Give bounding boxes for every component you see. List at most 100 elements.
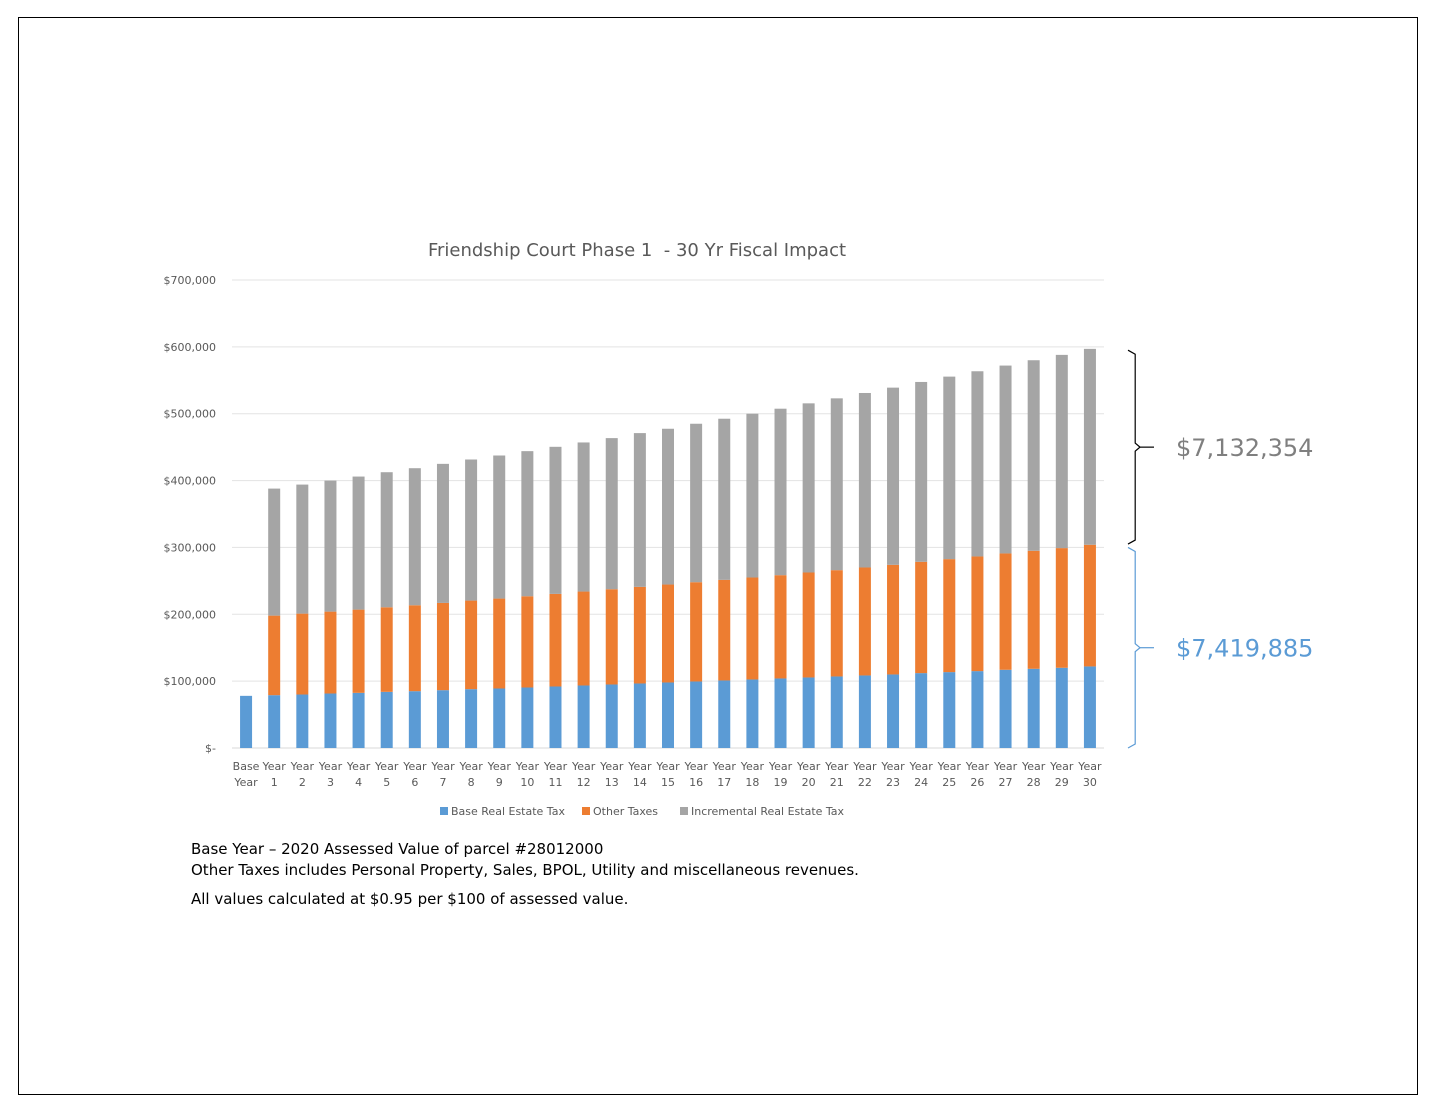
x-tick-label: 7 bbox=[439, 776, 446, 789]
bar-incremental-real-estate-tax bbox=[436, 463, 449, 603]
bar-base-real-estate-tax bbox=[943, 672, 956, 748]
bar-incremental-real-estate-tax bbox=[1083, 348, 1096, 545]
bar-other-taxes bbox=[605, 589, 618, 685]
x-axis: BaseYearYear1Year2Year3Year4Year5Year6Ye… bbox=[233, 760, 1102, 789]
bar-incremental-real-estate-tax bbox=[408, 468, 421, 606]
footnotes: Base Year – 2020 Assessed Value of parce… bbox=[191, 839, 859, 910]
x-tick-label: Year bbox=[346, 760, 371, 773]
bar-base-real-estate-tax bbox=[324, 693, 337, 748]
x-tick-label: 4 bbox=[355, 776, 362, 789]
bar-incremental-real-estate-tax bbox=[915, 381, 928, 562]
bar-other-taxes bbox=[296, 613, 309, 695]
bar-base-real-estate-tax bbox=[408, 691, 421, 748]
x-tick-label: Year bbox=[402, 760, 427, 773]
x-tick-label: Year bbox=[683, 760, 708, 773]
annotations: $7,132,354 $7,419,885 bbox=[1127, 349, 1313, 749]
x-tick-label: 20 bbox=[802, 776, 816, 789]
bar-base-real-estate-tax bbox=[436, 690, 449, 748]
bar-base-real-estate-tax bbox=[999, 669, 1012, 748]
bar-incremental-real-estate-tax bbox=[1055, 354, 1068, 549]
x-tick-label: Year bbox=[290, 760, 315, 773]
bar-other-taxes bbox=[436, 602, 449, 691]
bar-base-real-estate-tax bbox=[662, 682, 674, 748]
bar-base-real-estate-tax bbox=[1055, 667, 1068, 748]
x-tick-label: Year bbox=[430, 760, 455, 773]
annotation-total: $7,419,885 bbox=[1176, 635, 1313, 663]
note-tax-rate: All values calculated at $0.95 per $100 … bbox=[191, 890, 629, 908]
bar-other-taxes bbox=[830, 570, 843, 677]
bar-incremental-real-estate-tax bbox=[690, 423, 703, 583]
x-tick-label: Year bbox=[571, 760, 596, 773]
page-frame bbox=[18, 17, 1418, 1095]
x-tick-label: 10 bbox=[520, 776, 534, 789]
legend-label: Incremental Real Estate Tax bbox=[691, 805, 845, 818]
x-tick-label: 28 bbox=[1027, 776, 1041, 789]
y-tick-label: $700,000 bbox=[164, 274, 217, 287]
x-tick-label: Year bbox=[768, 760, 793, 773]
bar-incremental-real-estate-tax bbox=[521, 451, 534, 597]
x-tick-label: Year bbox=[712, 760, 737, 773]
bar-base-real-estate-tax bbox=[633, 683, 646, 748]
legend-label: Other Taxes bbox=[593, 805, 658, 818]
bar-incremental-real-estate-tax bbox=[858, 392, 871, 568]
x-tick-label: 21 bbox=[830, 776, 844, 789]
legend-item: Other Taxes bbox=[582, 805, 658, 818]
x-tick-label: Year bbox=[318, 760, 343, 773]
bar-other-taxes bbox=[690, 582, 703, 682]
bar-base-real-estate-tax bbox=[493, 688, 506, 748]
note-other-taxes: Other Taxes includes Personal Property, … bbox=[191, 861, 859, 879]
x-tick-label: 15 bbox=[661, 776, 675, 789]
bar-base-real-estate-tax bbox=[268, 695, 281, 748]
x-tick-label: Year bbox=[796, 760, 821, 773]
y-tick-label: $- bbox=[205, 742, 216, 755]
x-tick-label: 9 bbox=[496, 776, 503, 789]
bar-other-taxes bbox=[774, 575, 787, 679]
bar-other-taxes bbox=[915, 561, 928, 674]
y-tick-label: $200,000 bbox=[164, 608, 217, 621]
x-tick-label: 14 bbox=[633, 776, 647, 789]
bar-incremental-real-estate-tax bbox=[633, 433, 646, 587]
bar-base-real-estate-tax bbox=[858, 675, 871, 748]
x-tick-label: Year bbox=[1021, 760, 1046, 773]
bar-incremental-real-estate-tax bbox=[774, 408, 787, 576]
bracket bbox=[1127, 546, 1141, 749]
x-tick-label: 22 bbox=[858, 776, 872, 789]
legend-swatch bbox=[582, 807, 590, 815]
annotation-total: $7,132,354 bbox=[1176, 434, 1313, 462]
gridlines bbox=[232, 279, 1104, 749]
bar-other-taxes bbox=[549, 593, 562, 687]
x-tick-label: Year bbox=[852, 760, 877, 773]
bar-base-real-estate-tax bbox=[802, 677, 815, 748]
bar-base-real-estate-tax bbox=[887, 674, 900, 748]
x-tick-label: Year bbox=[599, 760, 624, 773]
bar-incremental-real-estate-tax bbox=[1027, 360, 1040, 551]
x-tick-label: 27 bbox=[999, 776, 1013, 789]
bar-other-taxes bbox=[718, 579, 731, 681]
bar-incremental-real-estate-tax bbox=[971, 371, 984, 557]
bar-other-taxes bbox=[999, 553, 1012, 670]
bar-other-taxes bbox=[633, 586, 646, 684]
x-tick-label: Year bbox=[1049, 760, 1074, 773]
bar-incremental-real-estate-tax bbox=[296, 484, 309, 614]
bar-incremental-real-estate-tax bbox=[999, 365, 1012, 554]
bar-other-taxes bbox=[493, 598, 506, 689]
bar-incremental-real-estate-tax bbox=[324, 480, 337, 612]
legend-swatch bbox=[440, 807, 448, 815]
chart-title: Friendship Court Phase 1 - 30 Yr Fiscal … bbox=[428, 240, 846, 261]
bar-base-real-estate-tax bbox=[521, 687, 534, 748]
bar-base-real-estate-tax bbox=[718, 680, 731, 748]
bar-incremental-real-estate-tax bbox=[268, 488, 281, 616]
bar-base-real-estate-tax bbox=[352, 692, 365, 748]
bars bbox=[240, 348, 1096, 748]
bar-incremental-real-estate-tax bbox=[802, 403, 815, 573]
bar-other-taxes bbox=[324, 611, 337, 694]
bar-incremental-real-estate-tax bbox=[662, 428, 674, 585]
bar-other-taxes bbox=[1055, 548, 1068, 668]
bar-other-taxes bbox=[465, 600, 478, 690]
x-tick-label: 8 bbox=[468, 776, 475, 789]
x-tick-label: Year bbox=[965, 760, 990, 773]
bar-base-real-estate-tax bbox=[774, 678, 787, 748]
x-tick-label: 19 bbox=[774, 776, 788, 789]
bar-other-taxes bbox=[858, 567, 871, 676]
y-tick-label: $100,000 bbox=[164, 675, 217, 688]
